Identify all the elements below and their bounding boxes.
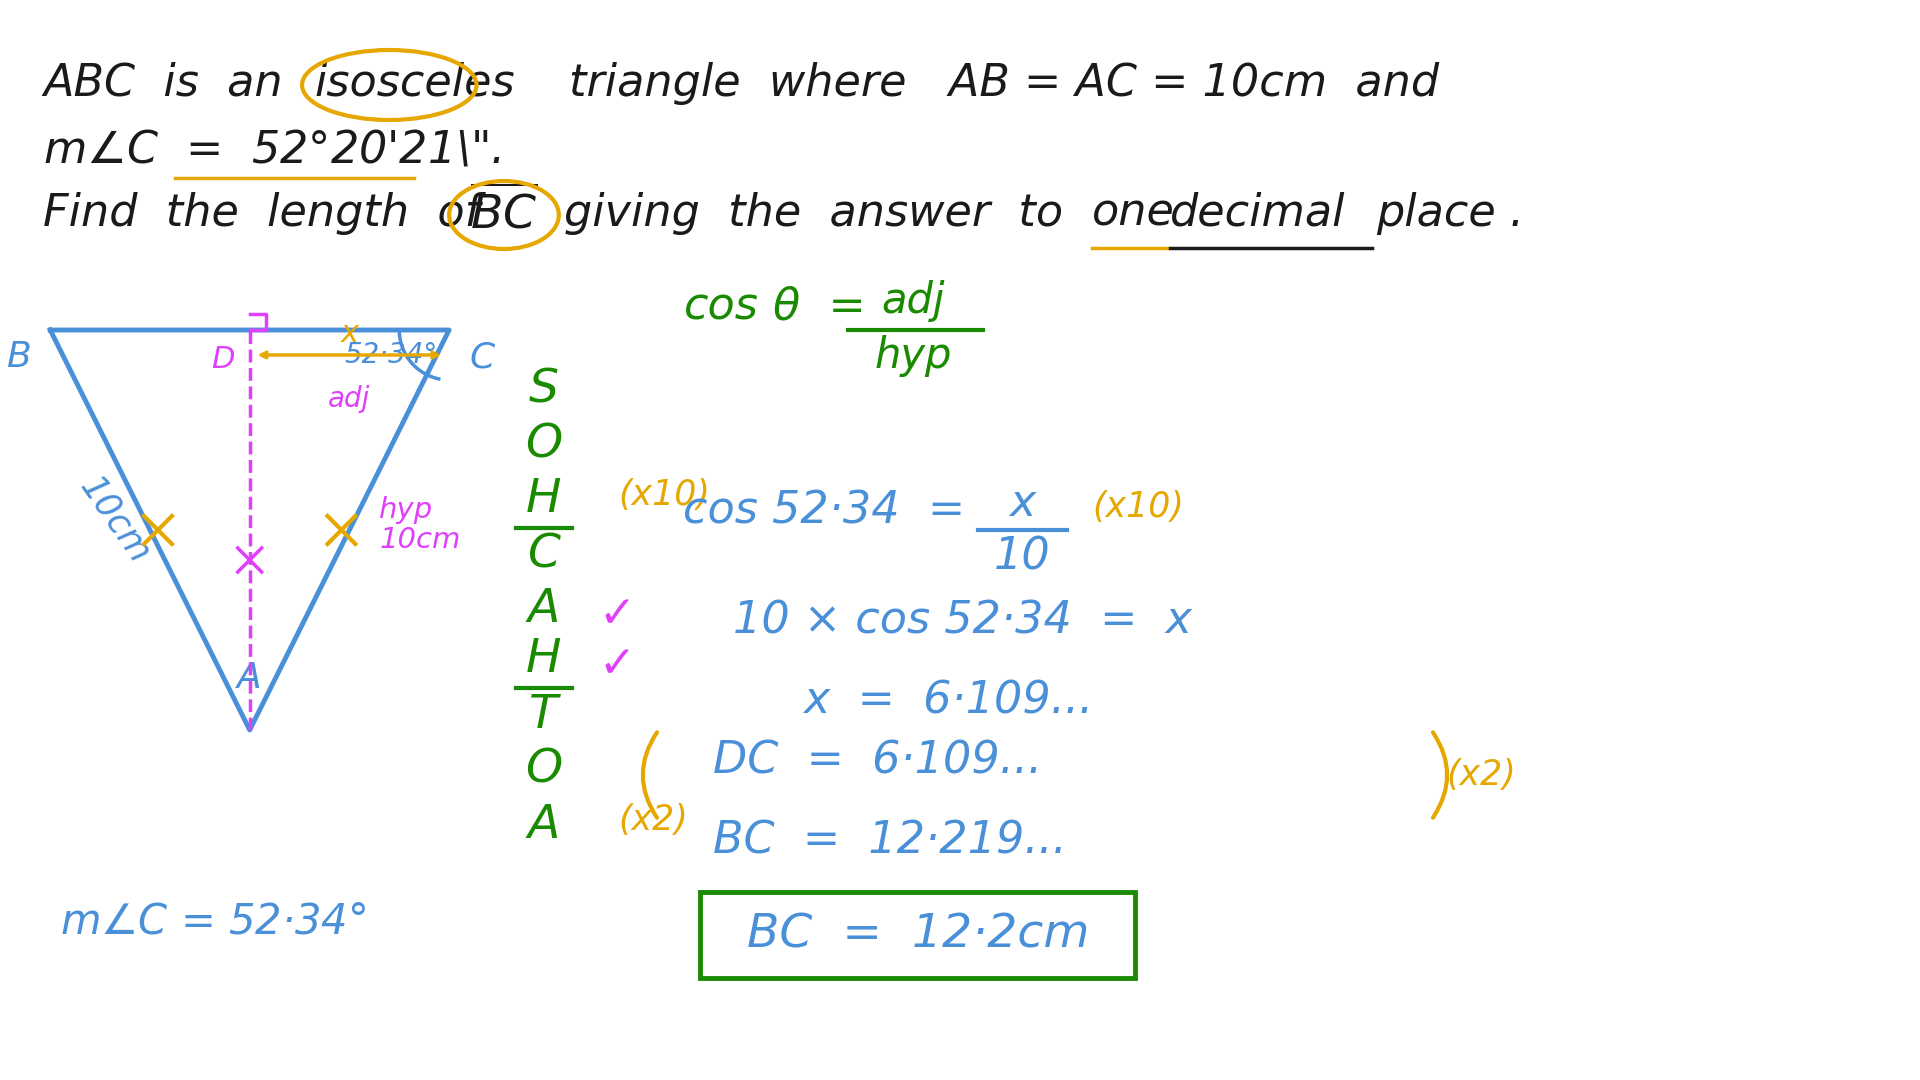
Text: BC  =  12·2cm: BC = 12·2cm [747,913,1089,958]
Text: ✓: ✓ [599,594,636,636]
Text: B: B [6,340,31,374]
Text: A: A [528,802,561,848]
Text: O: O [526,747,563,793]
Text: x: x [340,319,359,348]
Text: $\overline{BC}$: $\overline{BC}$ [470,188,538,239]
Text: DC  =  6·109...: DC = 6·109... [714,740,1043,783]
Text: adj: adj [881,280,945,322]
Text: cos: cos [684,285,758,328]
Text: one: one [1092,192,1175,235]
Text: Find  the  length  of: Find the length of [44,192,480,235]
Text: ABC  is  an: ABC is an [44,62,282,105]
Text: 10cm: 10cm [73,471,157,569]
Text: isosceles: isosceles [315,62,515,105]
Text: C: C [528,532,561,578]
Text: T: T [530,692,559,738]
Text: BC  =  12·219...: BC = 12·219... [714,820,1068,863]
Text: O: O [526,422,563,468]
Text: C: C [468,340,493,374]
Text: x: x [1010,482,1035,525]
Text: 10cm: 10cm [380,526,461,554]
FancyBboxPatch shape [701,892,1135,978]
Text: x  =  6·109...: x = 6·109... [803,680,1092,723]
Text: hyp: hyp [380,496,434,524]
Text: D: D [211,345,234,374]
Text: (x2): (x2) [618,804,689,837]
Text: 52·34°: 52·34° [344,341,438,369]
Text: (x2): (x2) [1446,758,1517,792]
Text: ✓: ✓ [599,644,636,687]
Text: m$\angle$C = 52·34°: m$\angle$C = 52·34° [60,900,367,942]
Text: H: H [526,637,563,683]
Text: place .: place . [1377,192,1524,235]
Text: cos 52·34  =: cos 52·34 = [684,490,966,534]
Text: H: H [526,477,563,523]
Text: giving  the  answer  to: giving the answer to [564,192,1064,235]
Text: S: S [528,367,559,413]
Text: A: A [238,661,261,696]
Text: triangle  where   AB = AC = 10cm  and: triangle where AB = AC = 10cm and [568,62,1438,105]
Text: 10: 10 [995,535,1050,578]
Text: (x10): (x10) [1092,490,1185,524]
Text: m$\angle$C  =  52°20'21\".: m$\angle$C = 52°20'21\". [44,129,501,171]
Text: adj: adj [328,384,371,413]
Text: θ  =: θ = [774,285,866,328]
Text: (x10): (x10) [618,478,710,512]
Text: decimal: decimal [1169,192,1346,235]
Text: 10 × cos 52·34  =  x: 10 × cos 52·34 = x [733,600,1192,643]
Text: hyp: hyp [874,335,952,377]
Text: A: A [528,588,561,633]
